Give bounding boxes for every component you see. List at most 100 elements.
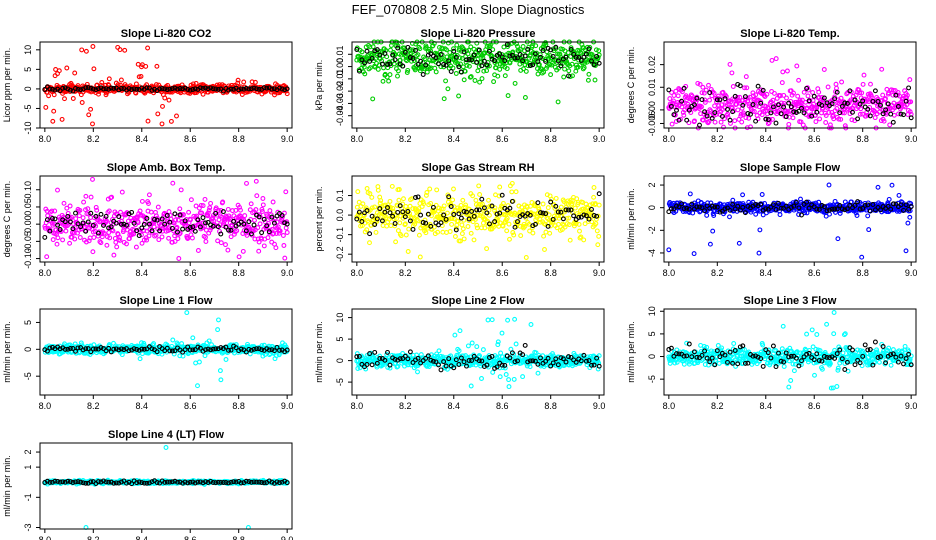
- overlay-point: [742, 210, 748, 216]
- data-point: [562, 224, 568, 230]
- data-point: [832, 94, 838, 100]
- data-point: [83, 207, 88, 213]
- overlay-point: [560, 216, 566, 222]
- overlay-point: [778, 205, 784, 211]
- data-point: [860, 81, 866, 87]
- overlay-point: [758, 100, 764, 106]
- overlay-point: [535, 200, 541, 206]
- overlay-point: [809, 113, 815, 119]
- data-point: [96, 91, 101, 97]
- data-point: [220, 199, 226, 205]
- data-point: [509, 189, 515, 195]
- data-point: [457, 328, 463, 334]
- data-point: [381, 65, 386, 71]
- data-point: [569, 201, 575, 206]
- overlay-point: [367, 231, 373, 237]
- data-point: [174, 224, 180, 230]
- overlay-point: [420, 72, 426, 77]
- data-point: [810, 90, 816, 95]
- y-tick-label: 0.0: [335, 209, 345, 222]
- data-point: [241, 79, 247, 85]
- overlay-point: [903, 98, 909, 104]
- data-point: [364, 227, 370, 233]
- data-point: [702, 97, 708, 103]
- data-point: [479, 76, 485, 82]
- data-point: [159, 234, 165, 240]
- overlay-point: [359, 219, 365, 224]
- overlay-point: [671, 112, 677, 118]
- data-point: [465, 224, 471, 229]
- data-point: [697, 81, 703, 87]
- overlay-point: [98, 85, 104, 91]
- y-tick-label: -5: [23, 372, 33, 380]
- data-points: [666, 56, 914, 131]
- overlay-point: [517, 52, 523, 57]
- data-point: [240, 248, 246, 254]
- data-point: [412, 221, 418, 227]
- data-point: [505, 317, 511, 323]
- overlay-point: [397, 203, 403, 209]
- data-point: [178, 187, 184, 193]
- data-point: [497, 374, 503, 380]
- data-point: [711, 90, 717, 96]
- overlay-point: [509, 52, 515, 58]
- data-point: [195, 248, 201, 253]
- data-point: [875, 184, 881, 190]
- data-point: [794, 63, 800, 69]
- data-point: [691, 251, 697, 257]
- data-point: [81, 199, 87, 205]
- data-point: [88, 194, 94, 200]
- data-point: [223, 242, 228, 248]
- data-point: [118, 77, 124, 83]
- data-point: [370, 96, 376, 102]
- overlay-point: [742, 94, 748, 100]
- data-point: [406, 226, 412, 232]
- data-point: [402, 221, 408, 227]
- overlay-point: [583, 213, 589, 219]
- overlay-point: [65, 213, 71, 219]
- overlay-point: [697, 204, 702, 210]
- data-point: [854, 213, 860, 218]
- overlay-point: [535, 59, 541, 65]
- overlay-point: [903, 202, 909, 208]
- overlay-point: [699, 205, 705, 211]
- overlay-point: [893, 92, 899, 98]
- data-point: [359, 49, 365, 55]
- overlay-point: [282, 87, 288, 93]
- data-point: [667, 101, 673, 107]
- data-point: [384, 74, 390, 80]
- data-point: [857, 90, 863, 96]
- data-point: [257, 221, 263, 227]
- overlay-point: [103, 86, 109, 92]
- overlay-point: [471, 213, 477, 219]
- data-point: [687, 191, 693, 197]
- data-point: [504, 66, 510, 72]
- overlay-point: [888, 111, 894, 117]
- overlay-point: [407, 218, 413, 224]
- overlay-point: [832, 206, 838, 212]
- overlay-point: [180, 226, 186, 232]
- overlay-point: [888, 206, 894, 212]
- data-point: [380, 78, 386, 84]
- overlay-point: [760, 87, 766, 93]
- data-point: [520, 374, 526, 380]
- data-point: [883, 96, 888, 102]
- overlay-point: [159, 86, 165, 91]
- overlay-point: [200, 215, 206, 221]
- overlay-point: [898, 202, 904, 208]
- data-point: [195, 383, 200, 389]
- data-point: [50, 118, 56, 124]
- overlay-point: [847, 88, 853, 94]
- data-point: [469, 340, 475, 346]
- data-point: [459, 231, 465, 237]
- data-point: [266, 352, 272, 358]
- overlay-point: [448, 204, 454, 209]
- overlay-point: [374, 47, 380, 53]
- data-point: [908, 99, 914, 105]
- overlay-point: [126, 86, 132, 92]
- overlay-point: [709, 203, 715, 209]
- x-tick-label: 8.2: [87, 401, 100, 411]
